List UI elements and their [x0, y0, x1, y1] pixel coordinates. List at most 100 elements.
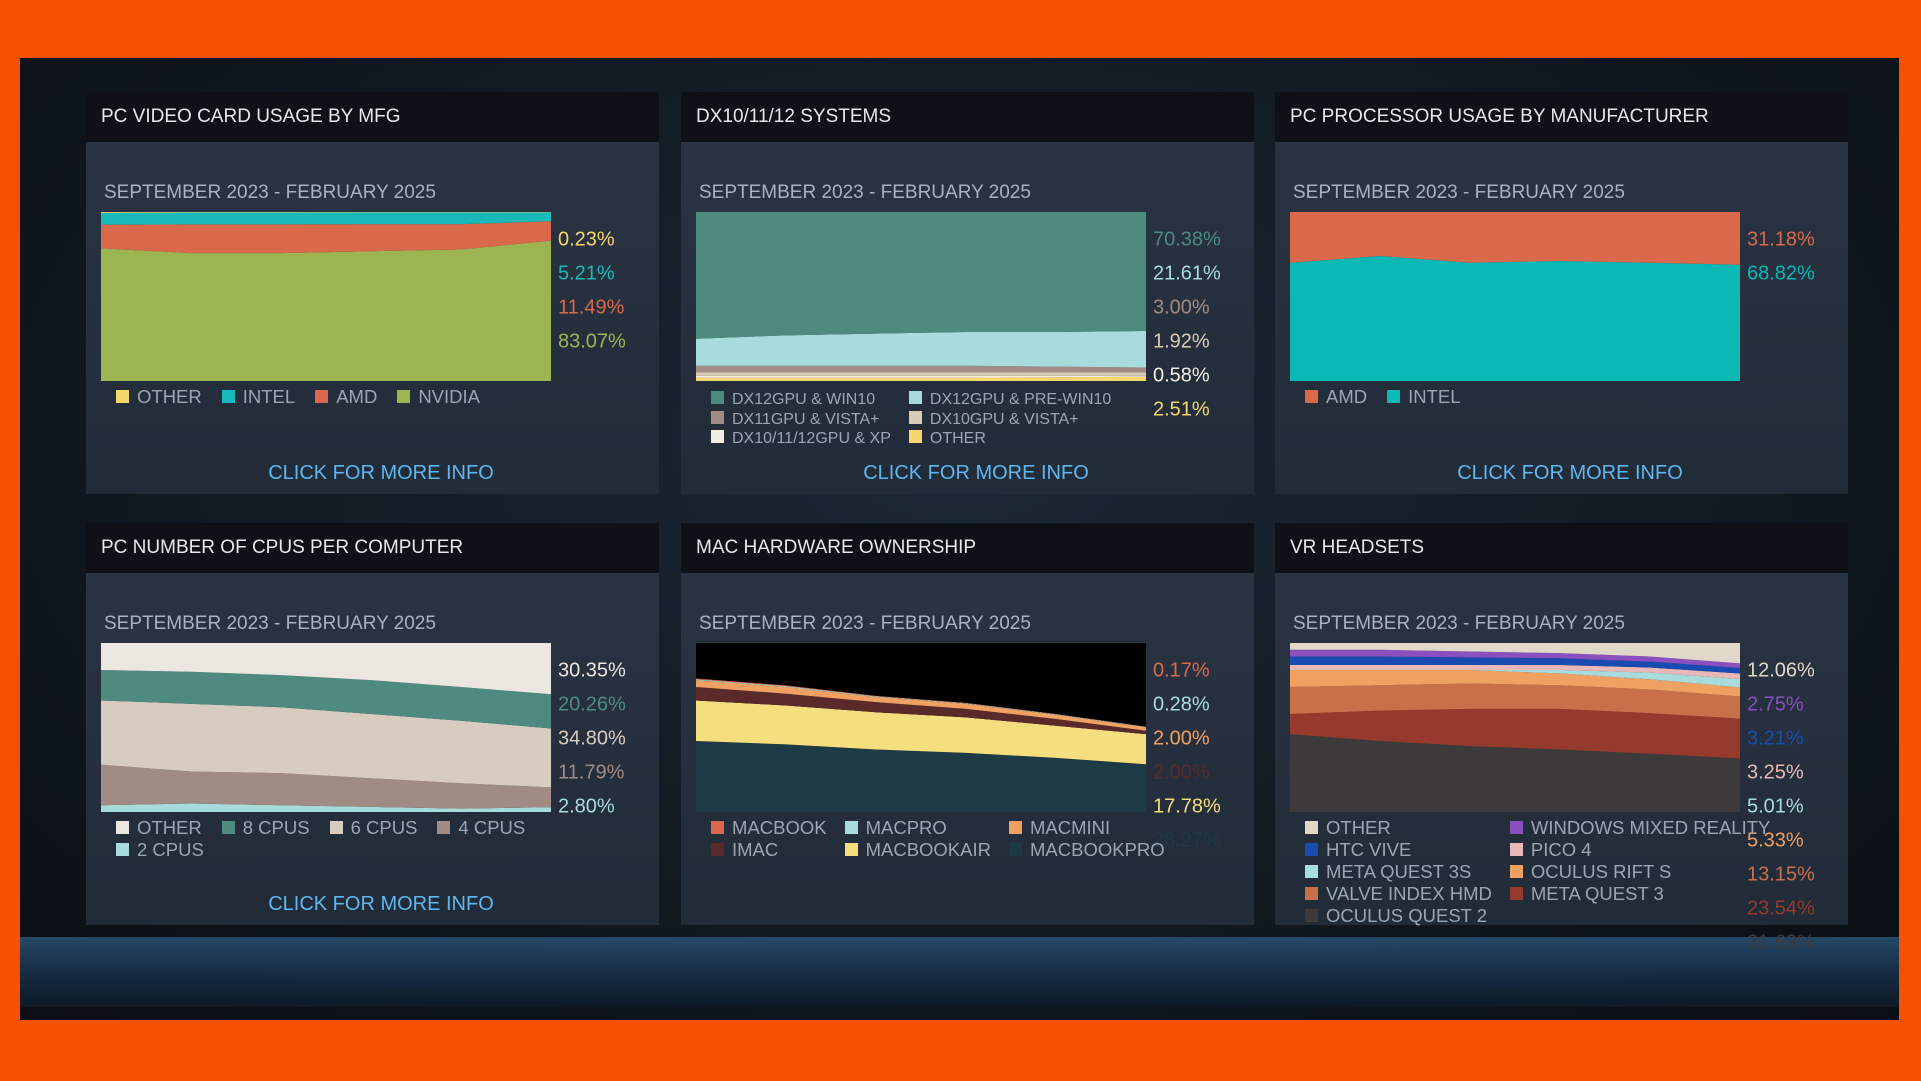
panel: PC PROCESSOR USAGE BY MANUFACTURER SEPTEM… [1275, 92, 1848, 494]
legend-item: 4 CPUS [437, 817, 525, 839]
value-label: 31.18% [1747, 228, 1815, 251]
area-series [696, 212, 1146, 339]
more-info-link[interactable]: CLICK FOR MORE INFO [1457, 462, 1683, 484]
legend-label: 8 CPUS [242, 817, 310, 838]
value-label: 68.82% [1747, 262, 1815, 285]
panel-body: SEPTEMBER 2023 - FEBRUARY 2025 12.06% 2.75… [1275, 573, 1848, 954]
legend-swatch [844, 821, 858, 834]
area-series [696, 376, 1146, 381]
legend-item: OTHER [1305, 817, 1492, 839]
area-series [1290, 708, 1740, 759]
legend-label: MACBOOK [732, 817, 827, 838]
more-info-link[interactable]: CLICK FOR MORE INFO [863, 462, 1089, 484]
area-chart [1290, 212, 1740, 381]
area-series [101, 764, 551, 809]
legend-item: VALVE INDEX HMD [1305, 883, 1492, 905]
legend-label: OTHER [1326, 817, 1391, 838]
legend-label: NVIDIA [418, 386, 480, 407]
legend-item: PICO 4 [1509, 839, 1771, 861]
area-series [696, 330, 1146, 368]
legend-item: MACPRO [844, 817, 991, 839]
legend-swatch [844, 843, 858, 856]
legend-swatch [711, 843, 724, 856]
legend-item: META QUEST 3S [1305, 861, 1492, 883]
legend-swatch [711, 430, 724, 443]
legend-swatch [116, 843, 129, 856]
value-label: 12.06% [1747, 659, 1815, 682]
panel-body: SEPTEMBER 2023 - FEBRUARY 2025 0.17% 0.28%… [681, 573, 1254, 925]
value-label: 17.78% [1153, 795, 1221, 818]
panel: DX10/11/12 SYSTEMS SEPTEMBER 2023 - FEBRU… [681, 92, 1254, 494]
panel: VR HEADSETS SEPTEMBER 2023 - FEBRUARY 202… [1275, 523, 1848, 954]
panel-body: SEPTEMBER 2023 - FEBRUARY 2025 30.35% 20.2… [86, 573, 659, 925]
area-series [1290, 643, 1740, 664]
area-series [1290, 649, 1740, 669]
legend-item: HTC VIVE [1305, 839, 1492, 861]
area-chart [101, 212, 551, 381]
area-series [1290, 734, 1740, 812]
legend-item: 6 CPUS [329, 817, 417, 839]
legend-swatch [1305, 865, 1318, 878]
legend-item: AMD [1305, 386, 1367, 408]
legend-swatch [221, 390, 235, 403]
area-chart [101, 643, 551, 812]
panel-title: VR HEADSETS [1275, 523, 1848, 573]
legend-label: AMD [336, 386, 378, 407]
legend-label: WINDOWS MIXED REALITY [1530, 817, 1771, 838]
legend-item: WINDOWS MIXED REALITY [1509, 817, 1771, 839]
value-label: 0.28% [1153, 693, 1210, 716]
more-info-link[interactable]: CLICK FOR MORE INFO [268, 893, 494, 915]
legend-label: META QUEST 3 [1530, 883, 1664, 904]
panel-body: SEPTEMBER 2023 - FEBRUARY 2025 70.38% 21.6… [681, 142, 1254, 494]
panel-subtitle: SEPTEMBER 2023 - FEBRUARY 2025 [699, 182, 1031, 203]
area-series [101, 670, 551, 729]
value-label: 70.38% [1153, 228, 1221, 251]
area-series [1290, 656, 1740, 674]
legend-label: DX10GPU & VISTA+ [929, 410, 1079, 428]
value-label: 0.23% [558, 228, 615, 251]
legend-label: PICO 4 [1530, 839, 1592, 860]
legend-item: DX12GPU & WIN10 [711, 390, 891, 410]
legend-item: DX12GPU & PRE-WIN10 [908, 390, 1111, 410]
legend-swatch [1009, 821, 1022, 834]
value-label: 3.25% [1747, 761, 1804, 784]
value-label: 11.79% [558, 761, 625, 784]
area-series [696, 680, 1146, 731]
legend-label: MACPRO [865, 817, 947, 838]
legend-swatch [1509, 865, 1523, 878]
panel: PC VIDEO CARD USAGE BY MFG SEPTEMBER 2023… [86, 92, 659, 494]
legend-item: IMAC [711, 839, 827, 861]
value-label: 2.75% [1747, 693, 1804, 716]
legend-swatch [1305, 843, 1318, 856]
value-label: 83.07% [558, 330, 626, 353]
legend-item: OCULUS QUEST 2 [1305, 905, 1492, 927]
area-chart [1290, 643, 1740, 812]
legend-swatch [1305, 887, 1318, 900]
area-series [1290, 670, 1740, 697]
legend-label: MACBOOKAIR [865, 839, 991, 860]
legend-swatch [1509, 887, 1523, 900]
more-info-link[interactable]: CLICK FOR MORE INFO [268, 462, 494, 484]
value-label: 28.27% [1153, 829, 1221, 852]
value-label: 13.15% [1747, 863, 1815, 886]
area-series [1290, 255, 1740, 381]
legend-swatch [1009, 843, 1022, 856]
legend-item: DX10GPU & VISTA+ [908, 410, 1111, 430]
legend-item: MACBOOKPRO [1009, 839, 1165, 861]
panel-subtitle: SEPTEMBER 2023 - FEBRUARY 2025 [1293, 613, 1625, 634]
value-label: 2.00% [1153, 727, 1210, 750]
legend-swatch [1305, 821, 1318, 834]
legend-swatch [116, 390, 129, 403]
area-series [101, 212, 551, 213]
value-label: 5.33% [1747, 829, 1804, 852]
value-label: 20.26% [558, 693, 626, 716]
value-label: 30.35% [558, 659, 626, 682]
area-series [101, 240, 551, 381]
legend-label: OTHER [137, 817, 202, 838]
legend-item: DX10/11/12GPU & XP [711, 429, 891, 449]
legend-item: OTHER [116, 817, 202, 839]
legend-swatch [908, 391, 922, 404]
area-series [101, 700, 551, 788]
legend: DX12GPU & WIN10 DX12GPU & PRE-WIN10 DX11GP… [711, 390, 1141, 449]
